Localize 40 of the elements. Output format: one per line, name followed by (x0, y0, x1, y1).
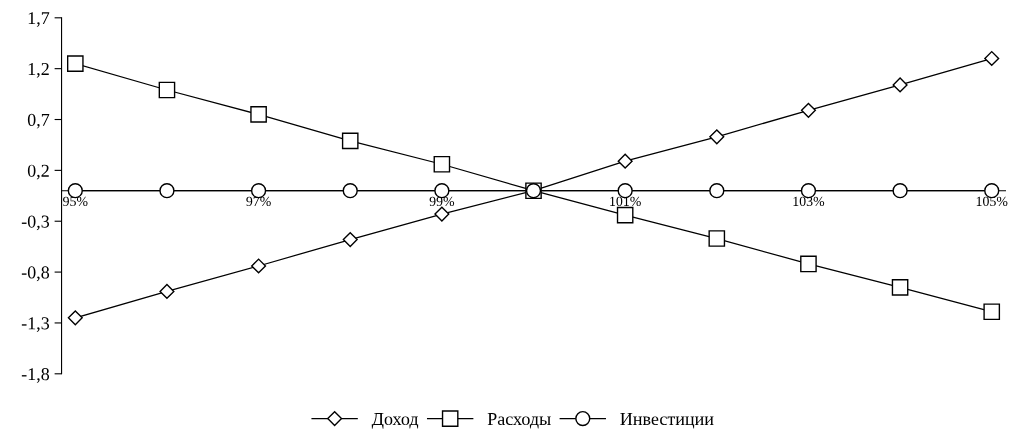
point (708, 230, 726, 247)
point (434, 206, 450, 222)
point (66, 55, 84, 72)
y-tick-label: -0,8 (21, 266, 50, 282)
point (891, 279, 909, 296)
x-tick-label: 103% (793, 196, 825, 207)
x-tick-label: 99% (429, 196, 455, 207)
legend-label: Доход (371, 413, 419, 429)
point (800, 255, 817, 273)
point (159, 183, 175, 199)
point (342, 231, 358, 248)
point (983, 303, 1001, 321)
point (67, 310, 83, 326)
point (433, 155, 451, 173)
y-tick-label: -0,3 (21, 215, 50, 231)
point (892, 77, 908, 93)
x-tick-label: 101% (610, 196, 641, 207)
point (709, 129, 725, 145)
legend-label: Инвестиции (620, 413, 714, 429)
point (616, 206, 634, 224)
point (984, 50, 1000, 67)
point (251, 258, 267, 274)
point (250, 106, 267, 123)
point (342, 183, 358, 199)
y-tick-label: 0,2 (27, 164, 49, 180)
point (159, 283, 175, 299)
legend-label: Расходы (487, 413, 551, 429)
y-tick-label: 1,7 (28, 12, 50, 27)
y-tick-label: -1,8 (21, 368, 50, 383)
x-tick-label: 105% (976, 196, 1008, 207)
y-tick-label: -1,3 (21, 317, 50, 332)
y-tick-label: 0,7 (27, 113, 50, 129)
point (709, 183, 725, 199)
point (892, 183, 908, 199)
point (800, 102, 817, 118)
y-tick-label: 1,2 (28, 62, 49, 78)
point (341, 132, 359, 150)
point (158, 81, 176, 99)
x-tick-label: 95% (63, 196, 88, 207)
point (617, 153, 633, 169)
